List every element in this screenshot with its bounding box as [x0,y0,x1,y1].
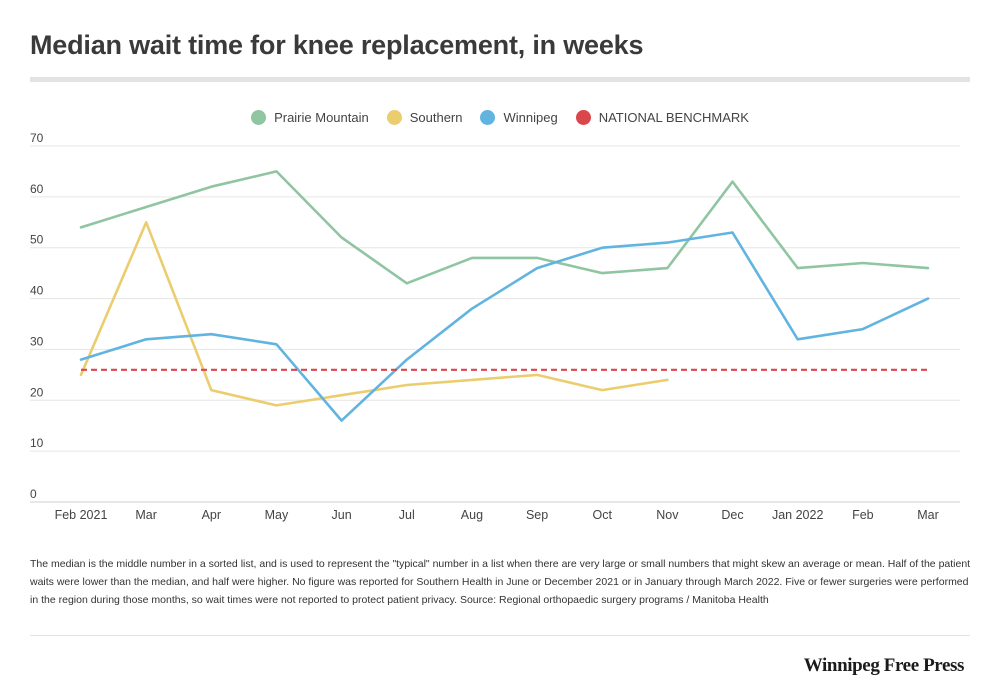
series-line-prairie-mountain [79,170,930,285]
y-tick-label-10: 10 [30,436,44,450]
x-tick-label-4: Jun [332,508,352,522]
y-tick-label-20: 20 [30,385,44,399]
x-tick-label-1: Mar [135,508,157,522]
legend-swatch-winnipeg [480,110,496,125]
x-tick-label-11: Jan 2022 [772,508,823,522]
x-tick-label-6: Aug [461,508,483,522]
x-tick-label-10: Dec [721,508,743,522]
y-tick-label-50: 50 [30,233,44,247]
series-line-southern [79,221,669,407]
x-tick-label-9: Nov [656,508,679,522]
legend-swatch-prairie-mountain [251,110,267,125]
series-line-winnipeg [79,231,930,422]
x-tick-label-7: Sep [526,508,548,522]
chart-title: Median wait time for knee replacement, i… [30,30,644,60]
x-tick-label-2: Apr [202,508,221,522]
legend-label-winnipeg: Winnipeg [503,110,558,125]
y-tick-label-60: 60 [30,182,44,196]
x-tick-label-3: May [265,508,289,522]
y-tick-label-70: 70 [30,131,44,145]
chart-footnote: The median is the middle number in a sor… [30,558,971,606]
x-tick-label-12: Feb [852,508,874,522]
title-divider [30,77,970,82]
legend-item-southern: Southern [386,110,463,125]
y-tick-label-0: 0 [30,487,37,501]
brand-logo: Winnipeg Free Press [803,655,965,676]
x-tick-label-5: Jul [399,508,415,522]
chart-legend: Prairie Mountain Southern Winnipeg NATIO… [0,110,1000,125]
legend-label-prairie-mountain: Prairie Mountain [274,110,369,125]
legend-item-winnipeg: Winnipeg [480,110,558,125]
legend-item-national-benchmark: NATIONAL BENCHMARK [575,110,749,125]
legend-swatch-southern [386,110,402,125]
y-tick-label-30: 30 [30,334,44,348]
legend-label-southern: Southern [409,110,463,125]
y-tick-label-40: 40 [30,284,44,298]
x-tick-label-8: Oct [593,508,613,522]
footer-divider [30,635,970,636]
legend-swatch-national-benchmark [575,110,591,125]
legend-label-national-benchmark: NATIONAL BENCHMARK [598,110,749,125]
x-tick-label-13: Mar [917,508,939,522]
x-tick-label-0: Feb 2021 [55,508,108,522]
legend-item-prairie-mountain: Prairie Mountain [251,110,369,125]
